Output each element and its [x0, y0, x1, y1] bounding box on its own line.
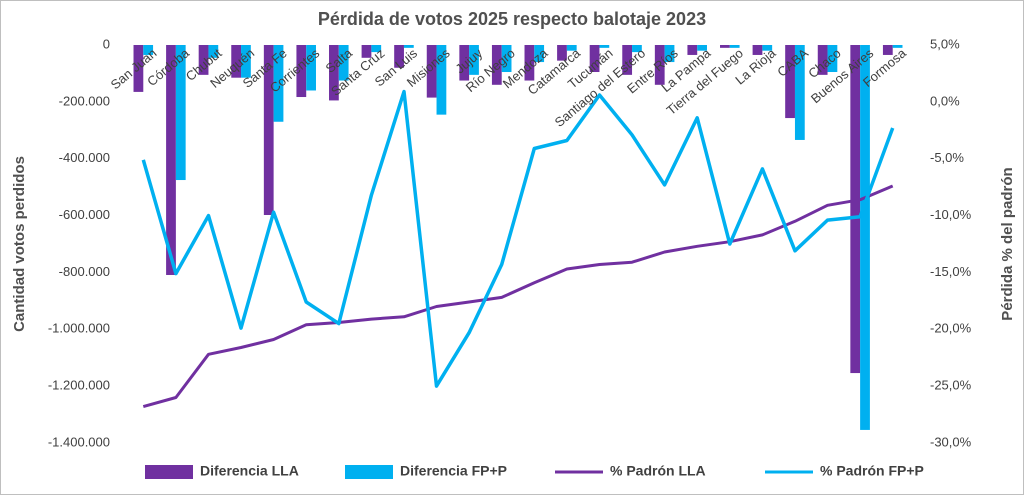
y-tick-label: -1.200.000 — [48, 378, 110, 393]
bar — [729, 45, 740, 48]
bar — [654, 45, 665, 85]
bar — [664, 45, 675, 63]
bar — [762, 45, 773, 51]
bar — [361, 45, 372, 58]
bar — [273, 45, 284, 122]
bar — [534, 45, 545, 63]
y-tick-label: -200.000 — [59, 93, 110, 108]
bar — [599, 45, 610, 48]
legend-swatch — [345, 465, 393, 479]
y-tick-label: -1.400.000 — [48, 434, 110, 449]
y2-tick-label: -5,0% — [930, 150, 964, 165]
y2-tick-label: -10,0% — [930, 207, 972, 222]
bar — [329, 45, 339, 101]
bar — [687, 45, 698, 55]
bar — [371, 45, 382, 53]
y2-tick-label: -15,0% — [930, 264, 972, 279]
line — [142, 184, 894, 409]
legend-label: Diferencia LLA — [200, 463, 299, 479]
bar — [589, 45, 600, 73]
bar — [720, 45, 730, 48]
bar — [166, 45, 176, 275]
bar — [133, 45, 144, 92]
chart-title: Pérdida de votos 2025 respecto balotaje … — [318, 9, 706, 29]
bar — [403, 45, 414, 48]
bar — [198, 45, 209, 75]
y2-tick-label: -30,0% — [930, 434, 972, 449]
y-tick-label: -600.000 — [59, 207, 110, 222]
legend-label: % Padrón LLA — [610, 463, 706, 479]
y-tick-label: -400.000 — [59, 150, 110, 165]
y2-tick-label: 5,0% — [930, 36, 960, 51]
bar — [296, 45, 307, 98]
y2-axis-title: Pérdida % del padrón — [999, 167, 1016, 320]
bar — [263, 45, 274, 216]
bar — [208, 45, 219, 58]
y2-tick-label: -20,0% — [930, 321, 972, 336]
line — [141, 89, 895, 388]
bar — [175, 45, 186, 181]
bar — [459, 45, 470, 81]
bar — [491, 45, 502, 85]
bar — [143, 45, 154, 55]
y2-tick-label: -25,0% — [930, 378, 972, 393]
y-tick-label: 0 — [103, 36, 110, 51]
bar — [827, 45, 838, 73]
bar — [241, 45, 251, 78]
bar — [338, 45, 349, 81]
bar — [566, 45, 577, 51]
bar — [794, 45, 805, 140]
legend-label: Diferencia FP+P — [400, 463, 507, 479]
legend-label: % Padrón FP+P — [820, 463, 924, 479]
bar — [557, 45, 567, 61]
bar — [860, 45, 870, 430]
bar — [501, 45, 512, 73]
bar — [632, 45, 642, 53]
bar — [892, 45, 903, 48]
bar — [469, 45, 479, 75]
bar — [426, 45, 437, 98]
bar — [817, 45, 828, 75]
bar — [231, 45, 242, 78]
y-axis-title: Cantidad votos perdidos — [11, 156, 28, 332]
bar — [436, 45, 447, 115]
bar — [785, 45, 795, 119]
y2-tick-label: 0,0% — [930, 93, 960, 108]
bar — [697, 45, 707, 51]
bar — [394, 45, 404, 68]
bar — [850, 45, 861, 374]
bar — [882, 45, 893, 55]
bar — [306, 45, 316, 91]
bar — [622, 45, 633, 75]
y-tick-label: -800.000 — [59, 264, 110, 279]
y-tick-label: -1.000.000 — [48, 321, 110, 336]
bar — [524, 45, 535, 81]
bar — [752, 45, 763, 55]
legend-swatch — [145, 465, 193, 479]
